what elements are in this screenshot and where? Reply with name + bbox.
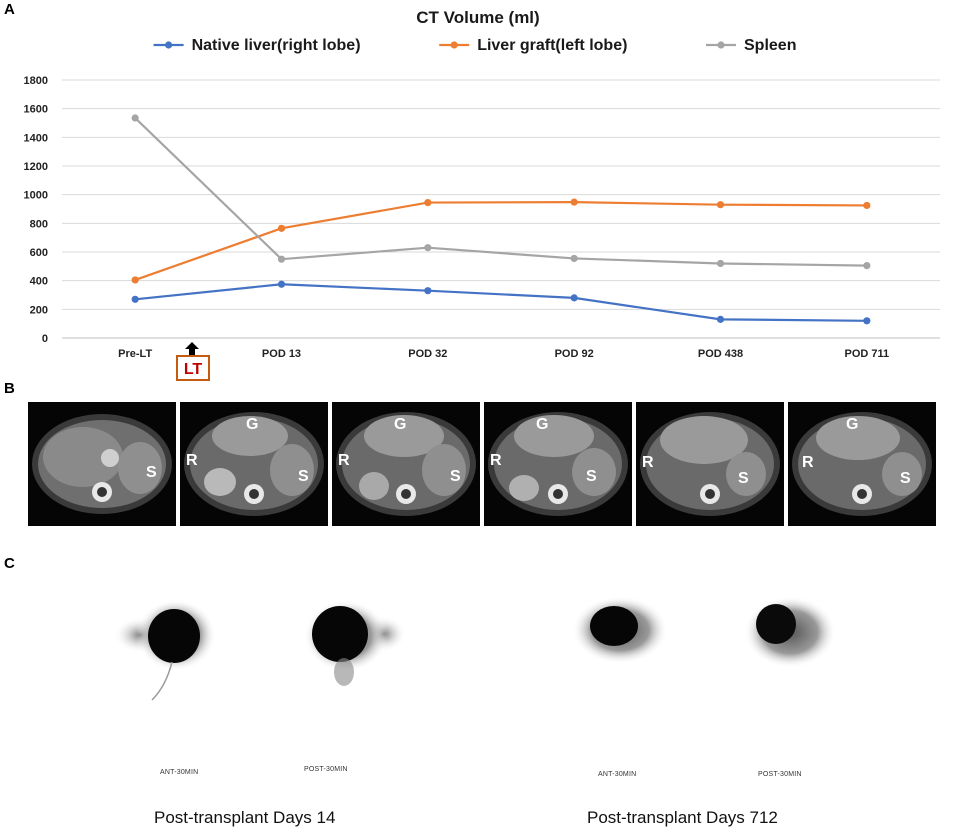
spleen-marker: S: [298, 468, 309, 485]
legend-marker: [165, 41, 173, 49]
graft-marker: G: [536, 416, 549, 433]
scan-group-caption: Post-transplant Days 14: [154, 808, 336, 827]
spleen-marker: S: [586, 468, 597, 485]
y-tick-label: 1800: [24, 75, 48, 87]
data-point: [424, 287, 432, 295]
scan-day14-anterior: [114, 599, 216, 701]
legend-label: Spleen: [744, 37, 796, 54]
lt-label: LT: [184, 361, 203, 378]
legend-label: Native liver(right lobe): [192, 37, 361, 54]
right-lobe-marker: R: [802, 454, 814, 471]
spleen-marker: S: [738, 470, 749, 487]
data-point: [716, 315, 725, 323]
chart-gridlines: [62, 79, 940, 310]
y-tick-label: 1600: [24, 104, 48, 116]
right-lobe-marker: R: [490, 452, 502, 469]
spleen-marker: S: [146, 464, 157, 481]
panel-label-a: A: [4, 1, 15, 18]
y-tick-label: 1400: [24, 132, 48, 144]
data-point: [424, 198, 432, 207]
panel-label-b: B: [4, 380, 15, 397]
data-point: [570, 198, 578, 206]
spleen-marker: S: [450, 468, 461, 485]
data-point: [716, 259, 725, 268]
scan-day712-anterior: [572, 596, 668, 664]
ct-slice-pod-438: R S: [636, 402, 784, 526]
x-tick-label: POD 438: [698, 348, 743, 360]
data-point: [570, 254, 578, 263]
data-point: [863, 262, 871, 270]
graft-marker: G: [846, 416, 859, 433]
x-tick-label: POD 32: [408, 348, 447, 360]
ct-volume-chart: CT Volume (ml) Native liver(right lobe) L…: [24, 8, 940, 381]
right-lobe-marker: R: [642, 454, 654, 471]
scan-view-label: POST-30MIN: [304, 766, 348, 773]
graft-marker: G: [394, 416, 407, 433]
y-tick-label: 600: [30, 247, 48, 259]
ct-slice-pre-lt: S: [28, 402, 176, 526]
chart-series: [131, 114, 871, 325]
x-axis: Pre-LT POD 13 POD 32 POD 92 POD 438 POD 711: [62, 337, 940, 360]
scan-day14-posterior: [304, 600, 406, 686]
ct-image-row: S G R S G R S G R S R S G R S: [28, 402, 942, 526]
scan-view-label: POST-30MIN: [758, 771, 802, 778]
ct-slice-pod-13: G R S: [180, 402, 328, 526]
y-tick-label: 1000: [24, 190, 48, 202]
y-axis: 0 200 400 600 800 1000 1200 1400 1600 1800: [24, 75, 48, 345]
data-point: [863, 317, 871, 325]
ct-slice-pod-92: G R S: [484, 402, 632, 526]
lt-label-box: [176, 355, 210, 381]
series-line-1: [134, 201, 867, 281]
scan-view-label: ANT-30MIN: [160, 769, 199, 776]
y-tick-label: 0: [42, 333, 48, 345]
series-line-2: [134, 117, 867, 267]
data-point: [277, 280, 286, 288]
data-point: [863, 201, 871, 210]
scan-view-label: ANT-30MIN: [598, 771, 637, 778]
data-point: [131, 276, 139, 284]
ct-slice-pod-32: G R S: [332, 402, 480, 526]
chart-legend: Native liver(right lobe) Liver graft(left…: [153, 37, 796, 54]
data-point: [131, 295, 139, 303]
legend-marker: [717, 41, 725, 49]
y-tick-label: 800: [30, 218, 48, 230]
lt-annotation: LT: [176, 342, 210, 381]
right-lobe-marker: R: [338, 452, 350, 469]
x-tick-label: POD 13: [262, 348, 301, 360]
graft-marker: G: [246, 416, 259, 433]
x-tick-label: Pre-LT: [118, 348, 152, 360]
y-tick-label: 200: [30, 304, 48, 316]
series-line-0: [135, 283, 867, 322]
scan-day712-posterior: [744, 596, 836, 668]
data-point: [131, 114, 139, 122]
ct-slice-pod-711: G R S: [788, 402, 936, 526]
chart-title: CT Volume (ml): [416, 8, 539, 27]
data-point: [277, 255, 286, 263]
data-point: [570, 294, 578, 302]
right-lobe-marker: R: [186, 452, 198, 469]
x-tick-label: POD 92: [555, 348, 594, 360]
data-point: [424, 244, 432, 252]
y-tick-label: 1200: [24, 161, 48, 173]
data-point: [277, 224, 286, 232]
scan-group-caption: Post-transplant Days 712: [587, 808, 778, 827]
panel-label-c: C: [4, 555, 15, 572]
x-tick-label: POD 711: [845, 348, 890, 360]
spleen-marker: S: [900, 470, 911, 487]
y-tick-label: 400: [30, 276, 48, 288]
legend-label: Liver graft(left lobe): [477, 37, 627, 54]
data-point: [716, 201, 725, 209]
lt-arrow-icon: [185, 342, 199, 355]
legend-marker: [450, 41, 458, 49]
